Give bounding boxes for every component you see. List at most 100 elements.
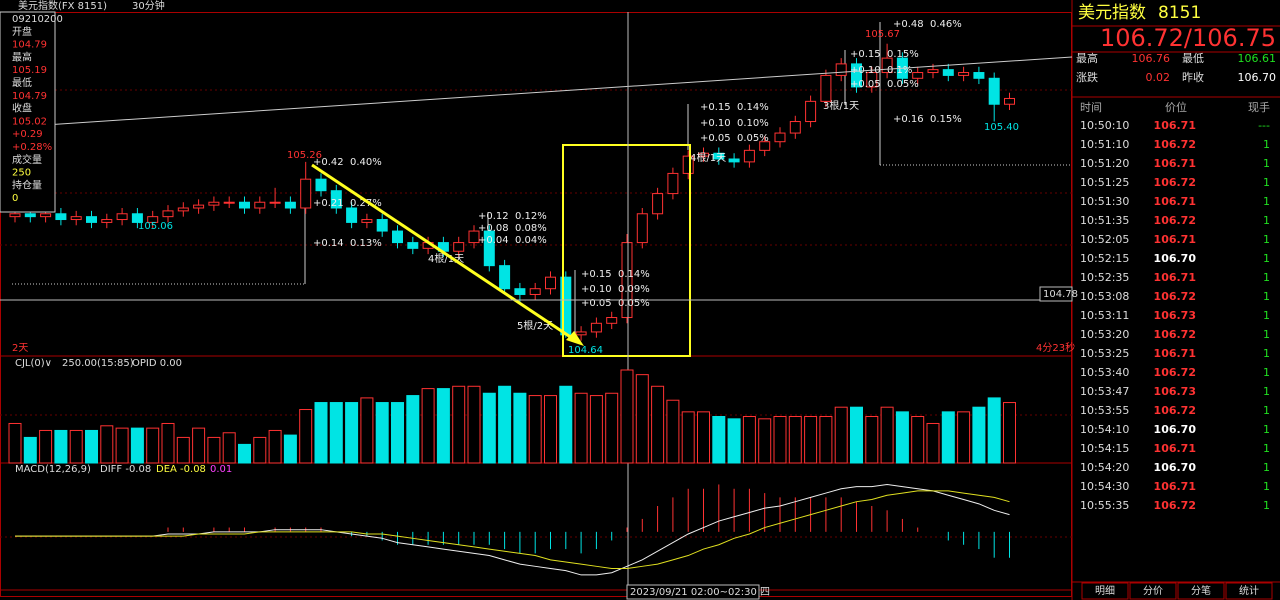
macd-dea-line xyxy=(15,490,1010,569)
trade-time: 10:53:47 xyxy=(1080,385,1129,398)
candle-body xyxy=(621,242,633,319)
annotation: +0.14 0.13% xyxy=(313,238,382,249)
candle-body xyxy=(636,213,648,244)
annotation: +0.15 0.14% xyxy=(700,102,769,113)
candle-body xyxy=(713,152,725,160)
tab[interactable] xyxy=(1081,582,1129,600)
trade-price: 106.71 xyxy=(1154,195,1196,208)
annotation: 105.40 xyxy=(984,122,1019,133)
annotation: +0.05 0.05% xyxy=(850,79,919,90)
candle-body xyxy=(698,152,709,157)
annotation: +0.21 0.27% xyxy=(313,198,382,209)
volume-bar xyxy=(528,395,542,464)
volume-bar xyxy=(819,416,833,464)
tab-label[interactable]: 分价 xyxy=(1143,585,1163,597)
volume-bar xyxy=(926,422,940,464)
volume-bar xyxy=(972,406,986,464)
trade-qty: 1 xyxy=(1263,385,1270,398)
info-item: 成交量 xyxy=(12,153,42,166)
trade-price: 106.72 xyxy=(1154,404,1196,417)
volume-bar xyxy=(544,395,557,464)
quote-price: 106.72/106.75 xyxy=(1100,24,1276,52)
info-item: 104.79 xyxy=(12,91,47,102)
annotation: 104.64 xyxy=(568,345,603,356)
trade-price: 106.71 xyxy=(1154,480,1196,493)
candle-body xyxy=(881,57,893,74)
trade-header: 时间 xyxy=(1080,101,1102,114)
candle-body xyxy=(958,72,970,76)
info-item: 0 xyxy=(12,193,18,204)
trade-qty: 1 xyxy=(1263,195,1270,208)
trade-price: 106.70 xyxy=(1154,423,1197,436)
candle-body xyxy=(40,213,52,218)
volume-bar xyxy=(253,436,267,464)
volume-bar xyxy=(299,409,313,464)
annotation: 105.67 xyxy=(865,29,900,40)
trade-time: 10:54:30 xyxy=(1080,480,1129,493)
macd-header: DIFF -0.08 xyxy=(100,464,151,475)
trade-qty: 1 xyxy=(1263,233,1270,246)
period[interactable]: 30分钟 xyxy=(132,0,165,12)
candle-body xyxy=(789,121,801,134)
quote-stat: 106.76 xyxy=(1132,52,1171,65)
trade-price: 106.72 xyxy=(1154,366,1196,379)
tab[interactable] xyxy=(1129,582,1177,600)
candle-body xyxy=(866,72,878,88)
candle-body xyxy=(529,288,541,295)
trade-price: 106.71 xyxy=(1154,119,1196,132)
tab-label[interactable]: 明细 xyxy=(1095,584,1115,597)
tab-label[interactable]: 分笔 xyxy=(1191,584,1211,597)
candle-body xyxy=(728,158,740,163)
volume-bar xyxy=(589,395,603,464)
candle-body xyxy=(162,210,174,218)
volume-bar xyxy=(681,411,695,464)
volume-bar xyxy=(436,388,450,464)
volume-bar xyxy=(329,402,343,464)
candle-body xyxy=(361,219,373,223)
tab[interactable] xyxy=(1177,582,1225,600)
trade-price: 106.72 xyxy=(1154,328,1196,341)
trade-time: 10:53:40 xyxy=(1080,366,1129,379)
volume-bar xyxy=(712,416,726,464)
trade-time: 10:54:10 xyxy=(1080,423,1129,436)
tab[interactable] xyxy=(1225,582,1273,600)
volume-bar xyxy=(268,429,282,464)
trade-qty: 1 xyxy=(1263,176,1270,189)
candle-body xyxy=(86,216,97,223)
macd-header: DEA -0.08 xyxy=(156,464,206,475)
candle-body xyxy=(682,155,694,174)
trade-price: 106.72 xyxy=(1154,290,1196,303)
trade-time: 10:55:35 xyxy=(1080,499,1129,512)
trend-line xyxy=(0,56,1073,129)
volume-bar xyxy=(727,418,741,464)
candle-body xyxy=(667,172,679,195)
candle-body xyxy=(988,77,1000,105)
volume-bar xyxy=(911,416,925,464)
volume-bar xyxy=(605,392,619,464)
trade-time: 10:53:08 xyxy=(1080,290,1129,303)
info-item: 开盘 xyxy=(12,25,32,38)
volume-bar xyxy=(85,429,98,464)
volume-bar xyxy=(635,374,649,464)
crosshair-price-box xyxy=(1039,286,1073,302)
volume-header[interactable]: CJL(0)∨ xyxy=(15,358,52,369)
annotation: 105.26 xyxy=(287,150,322,161)
volume-bar xyxy=(406,395,420,464)
trade-qty: 1 xyxy=(1263,252,1270,265)
info-item: +0.28% xyxy=(12,142,52,153)
candle-body xyxy=(208,201,220,206)
volume-bar xyxy=(222,432,236,464)
candle-body xyxy=(346,207,358,223)
info-item: 持仓量 xyxy=(12,178,42,191)
tab-label[interactable]: 统计 xyxy=(1239,584,1259,597)
candle-body xyxy=(269,201,281,204)
info-item: +0.29 xyxy=(12,129,43,140)
volume-bar xyxy=(8,422,22,464)
trade-price: 106.72 xyxy=(1154,499,1196,512)
volume-bar xyxy=(375,402,389,464)
volume-bar xyxy=(850,406,863,464)
trade-qty: 1 xyxy=(1263,214,1270,227)
trade-price: 106.73 xyxy=(1154,309,1196,322)
trade-qty: 1 xyxy=(1263,461,1270,474)
